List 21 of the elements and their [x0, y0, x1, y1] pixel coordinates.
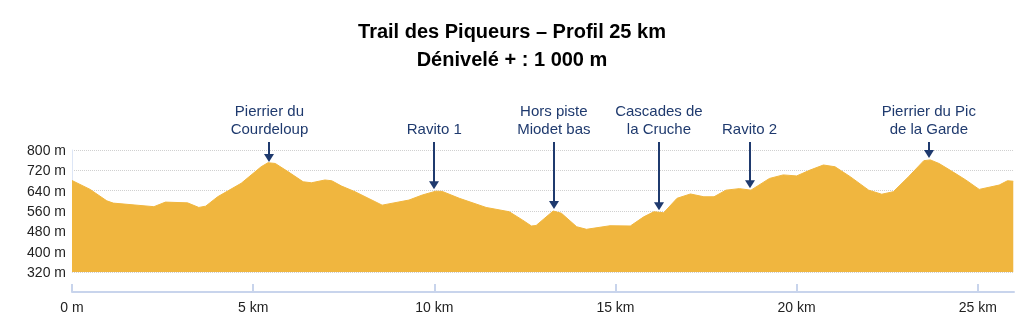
chart-title: Trail des Piqueurs – Profil 25 km: [358, 20, 666, 42]
y-tick-label: 320 m: [27, 264, 66, 280]
x-tick-label: 15 km: [596, 299, 635, 315]
y-tick-label: 720 m: [27, 162, 66, 179]
y-tick-label: 560 m: [27, 203, 66, 219]
x-tick-label: 20 km: [777, 299, 816, 315]
annotation: Pierrier du Courdeloup: [229, 102, 310, 138]
y-tick-label: 480 m: [27, 223, 66, 240]
y-tick-label: 800 m: [27, 142, 66, 158]
annotation: Cascades de la Cruche: [615, 102, 703, 137]
x-tick-label: 10 km: [415, 299, 454, 315]
x-tick-label: 25 km: [958, 299, 997, 315]
y-tick-label: 400 m: [27, 243, 66, 260]
chart-subtitle: Dénivelé + : 1 000 m: [416, 48, 608, 70]
annotation: Hors piste Miodet bas: [517, 102, 591, 137]
annotation: Pierrier du Pic de la Garde: [880, 102, 977, 138]
annotation: Ravito 2: [721, 120, 778, 137]
annotation: Ravito 1: [405, 120, 463, 138]
x-tick-label: 5 km: [237, 299, 269, 315]
x-tick-label: 0 m: [60, 299, 84, 315]
y-tick-label: 640 m: [27, 182, 66, 199]
